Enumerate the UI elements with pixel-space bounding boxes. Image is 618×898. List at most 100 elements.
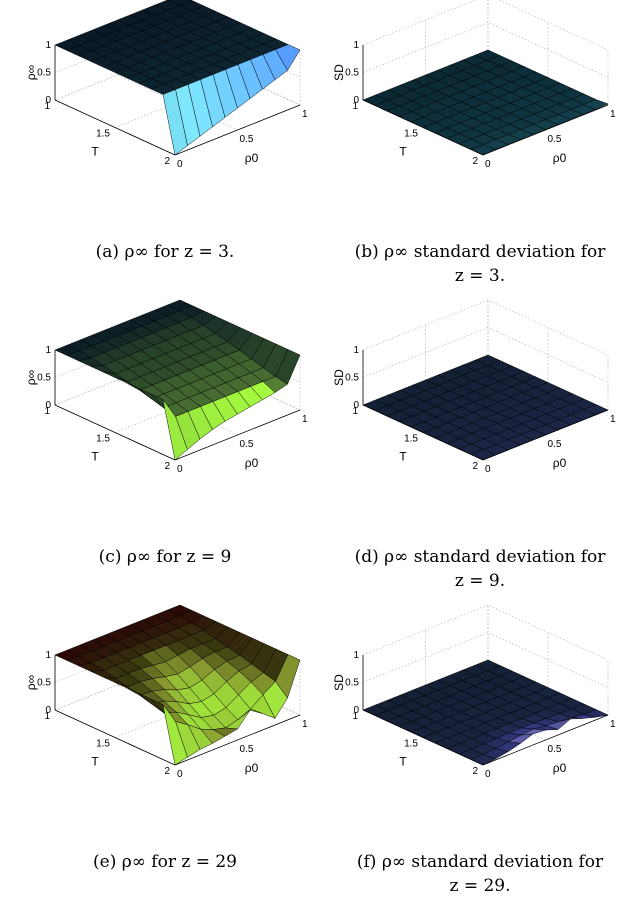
tick-label-rho0: 1 [610,414,616,425]
tick-label-rho0: 0 [177,464,183,475]
tick-label-rho0: 1 [302,414,308,425]
caption-c: (c) ρ∞ for z = 9 [40,545,290,569]
axis-label-z: SD [332,369,346,386]
tick-label-rho0: 0 [485,159,491,170]
tick-label-t: 1.5 [96,434,110,445]
tick-label-z: 1 [45,40,51,51]
tick-label-t: 1.5 [404,129,418,140]
axis-line-rho0 [174,104,301,156]
axis-label-rho0: ρ0 [245,761,259,775]
caption-text-a: ρ∞ for z = 3. [124,242,235,262]
tick-label-t: 1 [44,711,50,722]
axis-label-rho0: ρ0 [245,151,259,165]
tick-label-rho0: 0.5 [240,439,254,450]
axis-line-t [362,404,484,461]
tick-label-rho0: 0.5 [548,744,562,755]
tick-label-z: 1 [45,650,51,661]
tick-label-rho0: 0.5 [240,744,254,755]
axis-line-rho0 [482,409,609,461]
tick-label-t: 1.5 [96,129,110,140]
tick-label-z: 0.5 [345,68,359,79]
caption-letter-e: (e) [93,852,117,872]
axis-label-rho0: ρ0 [553,151,567,165]
tick-label-t: 2 [164,766,170,777]
caption-letter-b: (b) [354,242,379,262]
axis-label-z: SD [332,64,346,81]
axis-label-z: ρ∞ [24,65,38,80]
axis-line-rho0 [174,714,301,766]
tick-label-rho0: 0.5 [240,134,254,145]
tick-label-rho0: 1 [610,719,616,730]
tick-label-z: 1 [45,345,51,356]
tick-label-rho0: 0 [485,769,491,780]
tick-label-z: 1 [353,650,359,661]
surface-patch [162,89,188,156]
surface-mesh [362,354,609,461]
tick-label-rho0: 0 [485,464,491,475]
tick-label-z: 0.5 [37,373,51,384]
axis-label-t: T [91,450,99,464]
tick-label-rho0: 1 [610,109,616,120]
tick-label-z: 0 [45,705,51,716]
caption-letter-f: (f) [356,852,377,872]
tick-label-t: 1 [44,101,50,112]
axis-label-rho0: ρ0 [553,761,567,775]
tick-label-z: 0 [353,400,359,411]
tick-label-rho0: 0 [177,159,183,170]
grid-line-z [362,604,609,661]
axis-label-z: SD [332,674,346,691]
tick-label-z: 0 [45,400,51,411]
grid-line-z [362,299,609,356]
tick-label-t: 1 [352,711,358,722]
tick-label-rho0: 0 [177,769,183,780]
grid-line-rho0-floor [179,49,301,106]
tick-label-t: 1 [352,406,358,417]
axis-line-t [54,404,176,461]
axis-label-t: T [399,145,407,159]
caption-text-f: ρ∞ standard deviation for z = 29. [381,852,604,896]
tick-label-t: 1 [44,406,50,417]
tick-label-rho0: 1 [302,719,308,730]
caption-text-d: ρ∞ standard deviation for z = 9. [384,547,606,591]
caption-letter-a: (a) [95,242,120,262]
surface-mesh [54,604,301,766]
caption-e: (e) ρ∞ for z = 29 [40,850,290,874]
tick-label-t: 2 [472,461,478,472]
axis-label-t: T [91,755,99,769]
tick-label-t: 2 [164,156,170,167]
tick-label-t: 2 [472,766,478,777]
tick-label-z: 0.5 [37,68,51,79]
surface-mesh [54,299,301,461]
tick-label-t: 1.5 [404,434,418,445]
axis-line-t [362,99,484,156]
tick-label-t: 1.5 [404,739,418,750]
axis-label-z: ρ∞ [24,675,38,690]
grid-line-rho0-floor [179,354,301,411]
axis-label-z: ρ∞ [24,370,38,385]
tick-label-z: 0 [353,95,359,106]
tick-label-z: 1 [353,40,359,51]
axis-line-t [54,709,176,766]
surface-mesh [362,49,609,156]
caption-a: (a) ρ∞ for z = 3. [40,240,290,264]
caption-d: (d) ρ∞ standard deviation for z = 9. [350,545,610,593]
tick-label-t: 1 [352,101,358,112]
axis-line-t [54,99,176,156]
caption-text-c: ρ∞ for z = 9 [126,547,232,567]
axis-line-rho0 [482,714,609,766]
axis-line-rho0 [482,104,609,156]
caption-f: (f) ρ∞ standard deviation for z = 29. [350,850,610,898]
grid-line-z [362,0,609,51]
tick-label-rho0: 0.5 [548,134,562,145]
axis-label-rho0: ρ0 [553,456,567,470]
tick-label-z: 0.5 [345,373,359,384]
tick-label-rho0: 0.5 [548,439,562,450]
